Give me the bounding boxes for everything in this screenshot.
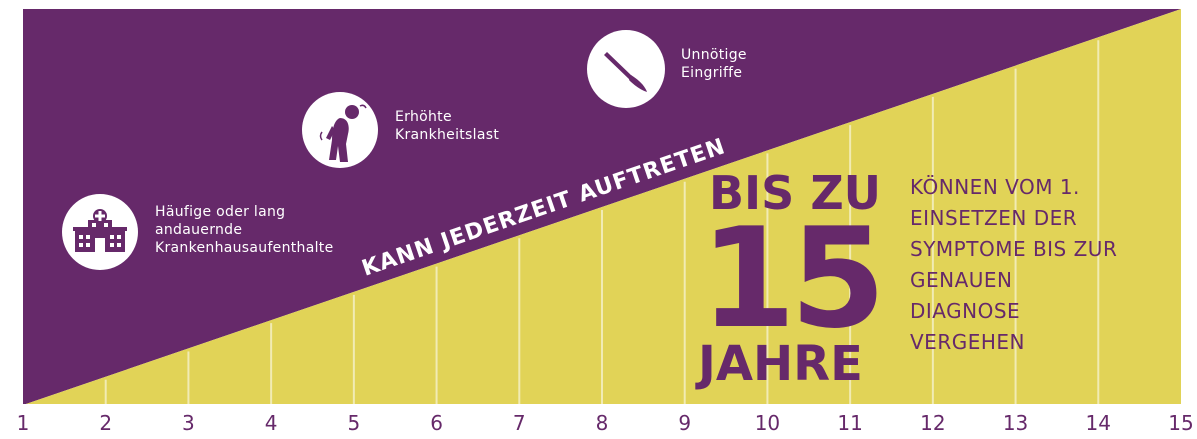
yellow-wedge-area [23,9,1181,405]
axis-tick-label: 12 [920,411,946,435]
axis-tick-label: 7 [512,411,526,435]
sick-person-icon-circle [302,92,378,173]
sick-person-icon [302,92,378,168]
diagnosis-description: KÖNNEN VOM 1. EINSETZEN DER SYMPTOME BIS… [910,175,1118,354]
hospital-icon [62,194,138,270]
scalpel-icon-circle [587,30,665,113]
scalpel-icon [587,30,665,108]
event-label-sick-person: Erhöhte Krankheitslast [395,109,500,143]
event-label-hospital: Häufige oder lang andauernde Krankenhaus… [155,204,334,256]
axis-tick-label: 13 [1002,411,1029,435]
vertical-grid-lines [104,40,1100,405]
axis-tick-label: 14 [1085,411,1111,435]
axis-tick-label: 5 [347,411,361,435]
axis-tick-label: 2 [99,411,113,435]
axis-tick-label: 11 [837,411,863,435]
headline-unit: JAHRE [698,336,863,392]
hospital-icon-circle [62,194,138,275]
event-label-scalpel: Unnötige Eingriffe [681,47,747,81]
axis-tick-label: 3 [182,411,195,435]
axis-tick-label: 8 [595,411,609,435]
axis-tick-label: 6 [430,411,443,435]
axis-tick-label: 9 [678,411,692,435]
headline-number: 15 [700,198,886,359]
axis-tick-label: 10 [754,411,781,435]
headline-prefix: BIS ZU [709,166,882,220]
axis-tick-label: 1 [16,411,30,435]
axis-tick-label: 4 [264,411,278,435]
axis-tick-label: 15 [1168,411,1194,435]
